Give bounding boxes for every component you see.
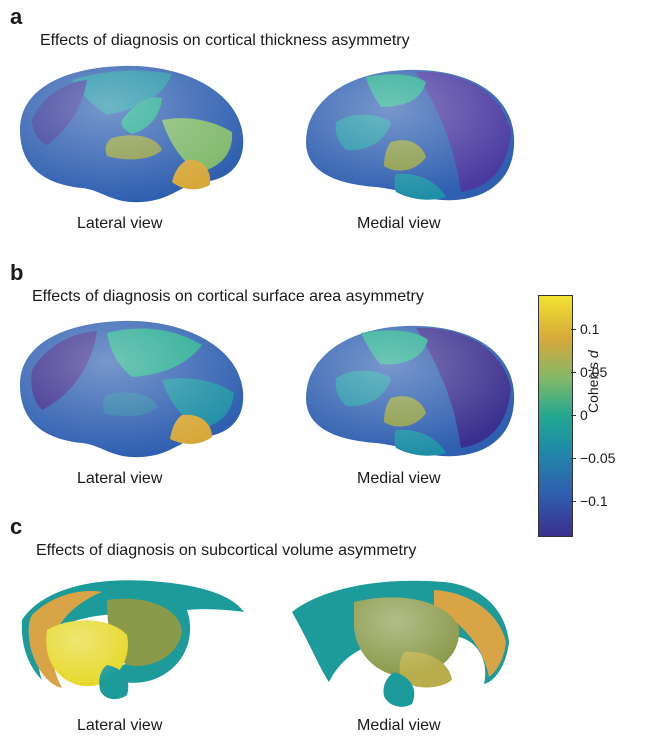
panel-letter-b: b — [10, 260, 24, 285]
colorbar — [538, 295, 573, 537]
panel-title-c: Effects of diagnosis on subcortical volu… — [36, 542, 417, 559]
panel-letter-c: c — [10, 514, 23, 539]
colorbar-tick-label: 0.05 — [580, 364, 608, 380]
brain-medial-render-a — [306, 69, 515, 201]
medial-view-label-b: Medial view — [357, 470, 441, 487]
colorbar-tick-mark — [571, 329, 576, 330]
subcortical-medial-render — [292, 580, 509, 707]
colorbar-tick-mark — [571, 372, 576, 373]
colorbar-tick-label: 0.1 — [580, 321, 600, 337]
panel-title-a: Effects of diagnosis on cortical thickne… — [40, 32, 410, 49]
lateral-view-label-a: Lateral view — [77, 215, 163, 232]
brain-lateral-render-a — [20, 65, 244, 203]
medial-view-label-a: Medial view — [357, 215, 441, 232]
colorbar-label: Cohen's d — [585, 350, 601, 413]
colorbar-tick-mark — [571, 458, 576, 459]
medial-view-label-c: Medial view — [357, 717, 441, 734]
subcortical-lateral-render — [21, 580, 244, 700]
colorbar-tick-label: 0 — [580, 407, 588, 423]
colorbar-label-prefix: Cohen's — [585, 358, 601, 413]
lateral-view-label-b: Lateral view — [77, 470, 163, 487]
colorbar-tick-label: −0.05 — [580, 450, 616, 466]
brain-medial-render-b — [306, 325, 515, 457]
colorbar-tick-label: −0.1 — [580, 493, 608, 509]
colorbar-label-italic: d — [585, 350, 601, 359]
panel-title-b: Effects of diagnosis on cortical surface… — [32, 288, 424, 305]
brain-lateral-render-b — [20, 320, 244, 458]
lateral-view-label-c: Lateral view — [77, 717, 163, 734]
panel-letter-a: a — [10, 4, 23, 29]
colorbar-tick-mark — [571, 415, 576, 416]
colorbar-tick-mark — [571, 501, 576, 502]
